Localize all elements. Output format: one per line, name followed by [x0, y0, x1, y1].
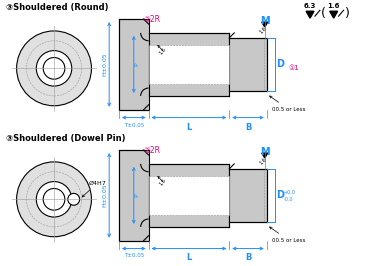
- Text: H±0.05: H±0.05: [102, 53, 107, 76]
- Text: 1.6: 1.6: [328, 3, 340, 9]
- Polygon shape: [229, 169, 267, 222]
- Text: T±0.05: T±0.05: [124, 123, 144, 127]
- Circle shape: [17, 31, 92, 106]
- Text: 1.6: 1.6: [158, 46, 167, 55]
- Text: M: M: [260, 147, 270, 157]
- Text: B: B: [245, 123, 251, 131]
- Circle shape: [43, 189, 65, 210]
- Polygon shape: [149, 33, 229, 96]
- Text: 1.6: 1.6: [158, 177, 167, 186]
- Circle shape: [36, 182, 72, 217]
- Text: ③Shouldered (Dowel Pin): ③Shouldered (Dowel Pin): [6, 134, 125, 143]
- Text: P: P: [135, 63, 140, 66]
- Polygon shape: [119, 150, 149, 241]
- Polygon shape: [149, 176, 229, 215]
- Text: Ø4H7: Ø4H7: [82, 181, 106, 197]
- Circle shape: [43, 57, 65, 79]
- Polygon shape: [262, 22, 268, 27]
- Polygon shape: [149, 45, 229, 84]
- Polygon shape: [149, 164, 229, 227]
- Text: P: P: [135, 194, 140, 197]
- Polygon shape: [119, 19, 149, 110]
- Text: +0.0: +0.0: [283, 190, 295, 195]
- Text: B: B: [245, 253, 251, 263]
- Text: 00.5 or Less: 00.5 or Less: [270, 96, 305, 112]
- Text: L: L: [186, 253, 192, 263]
- Text: D: D: [277, 190, 284, 200]
- Text: 1.6: 1.6: [258, 156, 267, 165]
- Text: T±0.05: T±0.05: [124, 253, 144, 259]
- Text: 1.6: 1.6: [258, 26, 267, 35]
- Polygon shape: [306, 11, 314, 18]
- Polygon shape: [262, 153, 268, 158]
- Circle shape: [68, 193, 80, 205]
- Text: ②2R: ②2R: [144, 15, 161, 24]
- Text: M: M: [260, 16, 270, 26]
- Text: (: (: [321, 7, 326, 20]
- Text: L: L: [186, 123, 192, 131]
- Polygon shape: [330, 11, 338, 18]
- Text: 00.5 or Less: 00.5 or Less: [270, 227, 305, 243]
- Polygon shape: [229, 38, 267, 91]
- Text: ): ): [345, 7, 349, 20]
- Text: -0.0: -0.0: [283, 197, 293, 202]
- Text: 6.3: 6.3: [304, 3, 316, 9]
- Text: ①1: ①1: [289, 65, 299, 71]
- Circle shape: [36, 51, 72, 86]
- Text: H±0.05: H±0.05: [102, 184, 107, 207]
- Text: D: D: [277, 59, 284, 69]
- Text: ②2R: ②2R: [144, 146, 161, 155]
- Circle shape: [17, 162, 92, 237]
- Text: ③Shouldered (Round): ③Shouldered (Round): [6, 3, 108, 12]
